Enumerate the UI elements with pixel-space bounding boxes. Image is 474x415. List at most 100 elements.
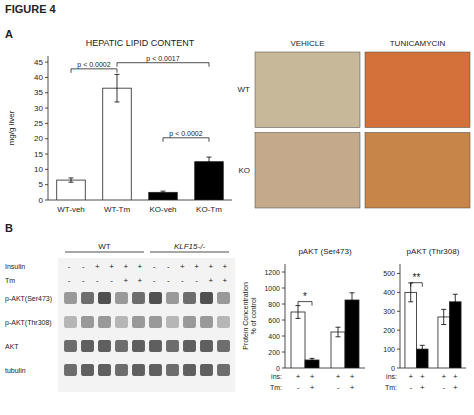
row-value: + [441,372,446,381]
y-tick [282,272,285,273]
y-tick [397,292,400,293]
band [217,364,230,376]
sign: - [82,276,85,285]
sign: + [95,262,100,271]
y-tick-label: 500 [383,270,395,277]
chart-title: HEPATIC LIPID CONTENT [86,38,195,48]
row-value: - [442,383,445,392]
error-bar [115,74,120,102]
row-label: tubulin [5,367,26,374]
band [200,292,213,304]
y-tick-label: 200 [383,327,395,334]
group-label: KLF15-/- [174,242,205,251]
y-tick [45,108,48,109]
y-tick-label: 40 [34,73,43,82]
row-label: p-AKT(Ser473) [5,295,52,303]
band [183,364,196,376]
axis-label: Protein Concentration% of control [242,282,257,350]
y-tick-label: 400 [383,289,395,296]
bar [405,292,417,368]
significance-label: p < 0.0002 [169,130,202,138]
sign: + [138,262,143,271]
y-tick-label: 300 [383,308,395,315]
sign: - [110,276,113,285]
band [81,316,94,328]
y-tick [282,320,285,321]
band [166,292,179,304]
sign: - [153,276,156,285]
y-axis [400,264,401,368]
error-bar [310,358,315,361]
y-tick [45,154,48,155]
chart-title: pAKT (Thr308) [407,247,460,256]
column-label: VEHICLE [290,39,324,48]
figure-title: FIGURE 4 [5,3,57,15]
significance-label: p < 0.0002 [77,61,110,69]
y-tick-label: 1000 [264,285,280,292]
y-tick [397,311,400,312]
y-tick [45,62,48,63]
y-tick-label: 800 [268,301,280,308]
y-tick-label: 200 [268,349,280,356]
row-label: Insulin [5,263,25,270]
y-tick-label: 35 [34,88,43,97]
band [98,364,111,376]
band [115,292,128,304]
band [149,316,162,328]
sign: - [167,276,170,285]
band [132,316,145,328]
y-tick [45,200,48,201]
sign: + [208,276,213,285]
band [81,364,94,376]
row-value: + [350,372,355,381]
row-label: p-AKT(Thr308) [5,319,52,327]
sign: + [180,262,185,271]
band [132,340,145,352]
band [115,340,128,352]
y-tick [397,330,400,331]
y-tick-label: 400 [268,333,280,340]
band [81,292,94,304]
y-tick [397,273,400,274]
band [200,364,213,376]
row-value: + [420,372,425,381]
y-tick-label: 15 [34,150,43,159]
sign: + [223,262,228,271]
significance-bracket [298,302,312,306]
row-label: ins: [271,373,282,380]
y-tick [45,184,48,185]
error-bar [161,191,166,193]
row-value: + [453,372,458,381]
error-bar [420,345,425,353]
y-tick [45,138,48,139]
band [166,364,179,376]
group-label: WT [98,242,111,251]
row-label: AKT [5,343,19,350]
blot-background [58,258,235,392]
row-label: ins: [386,373,397,380]
y-tick [45,92,48,93]
sign: + [138,276,143,285]
bar [195,162,224,200]
band [149,364,162,376]
significance-label: ** [413,272,421,283]
row-value: + [453,383,458,392]
row-value: + [336,372,341,381]
bar [291,312,305,368]
axis-label: mg/g liver [7,110,16,145]
error-bar [350,293,355,307]
row-label: WT [238,85,251,94]
row-label: Tm: [385,384,397,391]
bar-chart: 0100200300400500ins:++++Tm:-+-+pAKT (Thr… [383,247,466,392]
row-value: - [297,383,300,392]
sign: - [195,276,198,285]
band [217,340,230,352]
y-tick [282,288,285,289]
y-tick-label: 1200 [264,269,280,276]
band [98,340,111,352]
bar [331,332,345,368]
y-tick [45,123,48,124]
y-tick-label: 0 [276,365,280,372]
category-label: KO-Tm [196,205,222,214]
sign: + [194,262,199,271]
